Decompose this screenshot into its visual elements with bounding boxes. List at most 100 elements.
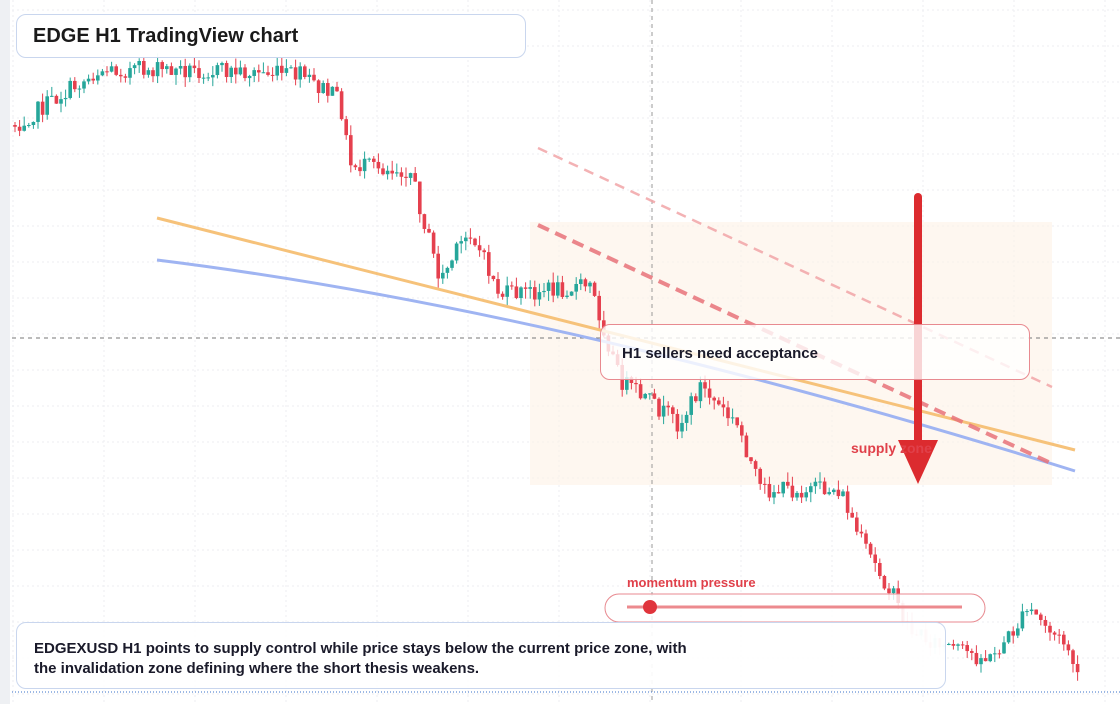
candle-body bbox=[197, 68, 201, 78]
candle-body bbox=[1006, 631, 1011, 643]
candle-body bbox=[344, 119, 348, 136]
candle-body bbox=[505, 285, 509, 297]
candle-body bbox=[247, 75, 252, 79]
candle-body bbox=[491, 275, 496, 280]
candle-body bbox=[362, 158, 367, 172]
candle-body bbox=[169, 66, 174, 75]
candle-body bbox=[1029, 609, 1034, 612]
candle-body bbox=[77, 88, 82, 90]
candle-body bbox=[100, 71, 105, 76]
candle-body bbox=[579, 279, 583, 285]
candle-body bbox=[988, 654, 992, 662]
candle-body bbox=[211, 75, 215, 78]
candle-body bbox=[850, 512, 854, 518]
candle-body bbox=[666, 405, 670, 408]
candle-body bbox=[574, 284, 578, 292]
candle-body bbox=[63, 97, 68, 100]
candle-body bbox=[73, 80, 77, 90]
candle-body bbox=[372, 158, 376, 162]
candle-body bbox=[17, 126, 22, 131]
candle-body bbox=[257, 70, 261, 73]
candle-body bbox=[142, 61, 146, 75]
candle-body bbox=[477, 245, 482, 251]
candle-body bbox=[422, 214, 427, 229]
candle-body bbox=[431, 232, 436, 254]
candle-body bbox=[997, 653, 1002, 655]
candle-body bbox=[965, 645, 969, 652]
candle-body bbox=[813, 481, 818, 487]
candle-body bbox=[178, 65, 183, 69]
candle-body bbox=[1002, 642, 1006, 654]
candle-body bbox=[556, 282, 560, 296]
candle-body bbox=[772, 492, 776, 498]
candle-body bbox=[1066, 644, 1071, 651]
candle-body bbox=[307, 74, 312, 77]
candle-body bbox=[454, 243, 459, 261]
candle-body bbox=[1052, 632, 1057, 635]
indicator-dot bbox=[643, 600, 657, 614]
candle-body bbox=[68, 80, 72, 98]
candle-body bbox=[551, 282, 555, 296]
candle-body bbox=[717, 400, 721, 405]
candle-body bbox=[634, 382, 638, 385]
candle-body bbox=[31, 121, 36, 126]
candle-body bbox=[293, 67, 298, 80]
candle-body bbox=[588, 282, 592, 287]
candle-body bbox=[215, 65, 220, 76]
candle-body bbox=[165, 66, 169, 70]
candle-body bbox=[726, 407, 730, 419]
candle-body bbox=[523, 287, 528, 289]
candle-body bbox=[689, 396, 693, 415]
candle-body bbox=[123, 76, 128, 78]
candle-body bbox=[1025, 611, 1029, 613]
candle-body bbox=[229, 67, 233, 78]
candle-body bbox=[836, 489, 841, 497]
candle-body bbox=[878, 563, 882, 576]
candle-body bbox=[951, 643, 956, 646]
candle-body bbox=[712, 397, 716, 401]
candle-body bbox=[160, 62, 164, 70]
candle-body bbox=[983, 658, 988, 662]
candle-body bbox=[735, 417, 739, 426]
candle-body bbox=[832, 489, 836, 493]
candle-body bbox=[321, 83, 325, 94]
candle-body bbox=[137, 61, 141, 66]
candle-body bbox=[441, 272, 445, 279]
candle-body bbox=[376, 161, 381, 169]
candle-body bbox=[330, 86, 335, 96]
candle-body bbox=[514, 286, 519, 299]
candle-body bbox=[238, 67, 243, 75]
candle-body bbox=[592, 282, 597, 296]
candle-body bbox=[887, 588, 891, 594]
candle-body bbox=[487, 252, 491, 276]
candle-body bbox=[96, 75, 100, 81]
candle-body bbox=[119, 74, 123, 77]
candle-body bbox=[698, 382, 703, 402]
candle-body bbox=[284, 68, 289, 73]
candle-body bbox=[956, 644, 960, 646]
candle-body bbox=[809, 486, 813, 493]
candle-body bbox=[528, 287, 532, 289]
candle-body bbox=[13, 125, 17, 127]
candle-body bbox=[261, 72, 266, 74]
candle-body bbox=[542, 290, 546, 293]
candle-body bbox=[353, 165, 358, 168]
candle-body bbox=[183, 65, 187, 78]
candle-body bbox=[399, 172, 404, 177]
candle-body bbox=[974, 652, 979, 665]
candle-body bbox=[464, 237, 468, 242]
candle-body bbox=[50, 95, 54, 97]
candle-body bbox=[22, 125, 26, 131]
candle-body bbox=[86, 78, 91, 82]
candle-body bbox=[533, 287, 537, 300]
candle-body bbox=[740, 425, 744, 436]
candle-body bbox=[188, 65, 192, 78]
candle-body bbox=[155, 62, 160, 77]
candle-body bbox=[385, 170, 390, 175]
caption-box: EDGEXUSD H1 points to supply control whi… bbox=[16, 622, 946, 689]
candle-body bbox=[569, 291, 574, 296]
candle-body bbox=[841, 491, 845, 497]
candle-body bbox=[597, 295, 601, 321]
candle-body bbox=[312, 74, 316, 81]
candle-body bbox=[436, 253, 440, 279]
